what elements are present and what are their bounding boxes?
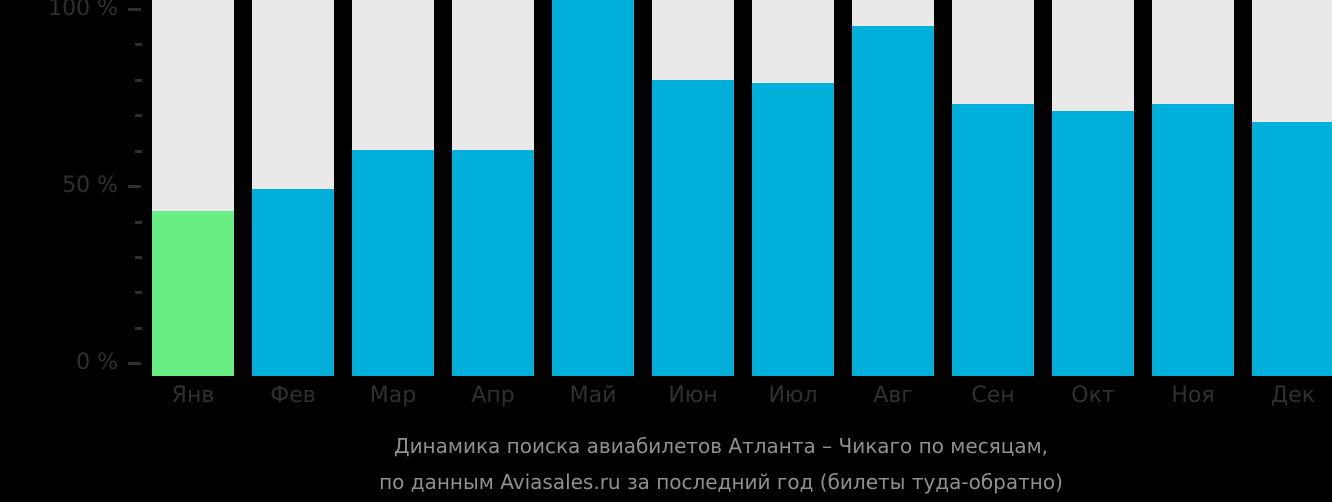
bar-track xyxy=(152,0,234,376)
y-tick-label: 50 % xyxy=(62,173,118,198)
month-label: Ноя xyxy=(1171,383,1215,408)
month-label: Авг xyxy=(873,383,913,408)
month-label: Фев xyxy=(270,383,316,408)
bar-fill xyxy=(1052,111,1134,376)
bar-fill xyxy=(852,26,934,376)
bar-fill xyxy=(552,0,634,376)
chart-caption: Динамика поиска авиабилетов Атланта – Чи… xyxy=(110,432,1332,496)
y-minor-tick xyxy=(135,291,142,294)
bar-fill xyxy=(452,150,534,376)
bar-track xyxy=(952,0,1034,376)
bar-track xyxy=(452,0,534,376)
month-label: Июн xyxy=(668,383,718,408)
bar-fill xyxy=(1252,122,1332,376)
bar-track xyxy=(1252,0,1332,376)
bar-fill xyxy=(252,189,334,376)
month-label: Май xyxy=(569,383,617,408)
bar-fill xyxy=(752,83,834,376)
month-label: Июл xyxy=(768,383,818,408)
caption-title: Динамика поиска авиабилетов Атланта – Чи… xyxy=(393,434,1049,458)
bar-fill xyxy=(1152,104,1234,376)
month-label: Окт xyxy=(1071,383,1115,408)
bar-fill xyxy=(652,80,734,376)
plot-area xyxy=(152,0,1332,376)
bar-track xyxy=(1152,0,1234,376)
caption-subtitle: по данным Aviasales.ru за последний год … xyxy=(379,470,1063,494)
y-minor-tick xyxy=(135,256,142,259)
month-label: Янв xyxy=(171,383,215,408)
y-major-tick xyxy=(128,185,141,188)
y-tick-label: 100 % xyxy=(48,0,118,21)
y-minor-tick xyxy=(135,327,142,330)
bar-fill xyxy=(952,104,1034,376)
bar-track xyxy=(552,0,634,376)
y-major-tick xyxy=(128,362,141,365)
y-major-tick xyxy=(128,8,141,11)
x-axis: Янв Фев Мар Апр Май Июн Июл Авг Сен Окт Ноя Дек xyxy=(172,384,1315,408)
month-label: Дек xyxy=(1270,383,1315,408)
month-label: Апр xyxy=(471,383,515,408)
y-axis: 100 % 50 % 0 % xyxy=(48,0,142,375)
bar-track xyxy=(352,0,434,376)
bar-track xyxy=(852,0,934,376)
y-minor-tick xyxy=(135,114,142,117)
y-minor-tick xyxy=(135,150,142,153)
y-minor-tick xyxy=(135,221,142,224)
month-label: Мар xyxy=(369,383,417,408)
bar-track xyxy=(252,0,334,376)
y-minor-tick xyxy=(135,79,142,82)
y-tick-label: 0 % xyxy=(76,350,118,375)
bar-track xyxy=(752,0,834,376)
y-minor-tick xyxy=(135,43,142,46)
month-label: Сен xyxy=(971,383,1015,408)
bar-track xyxy=(652,0,734,376)
bar-fill xyxy=(152,211,234,376)
bar-track xyxy=(1052,0,1134,376)
bar-fill xyxy=(352,150,434,376)
